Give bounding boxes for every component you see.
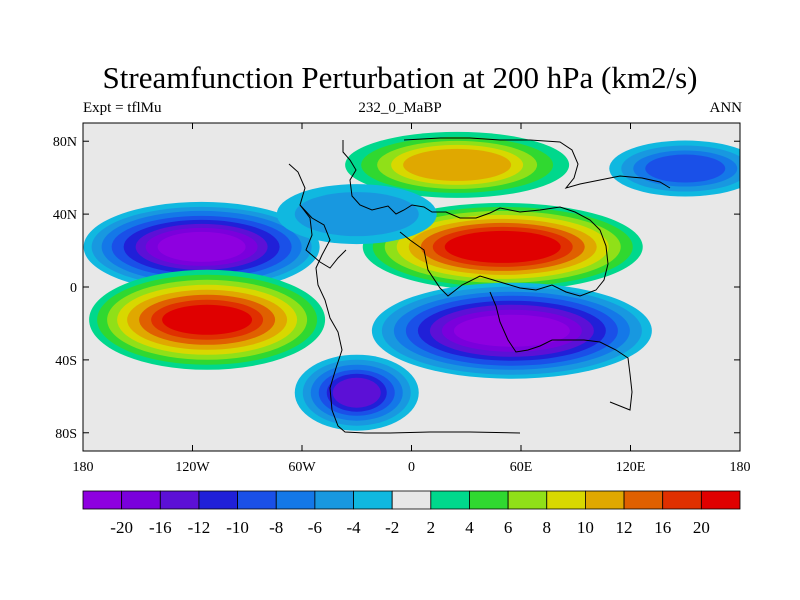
contour-band	[645, 154, 726, 183]
colorbar-box	[353, 490, 393, 510]
colorbar-label: -4	[346, 518, 361, 537]
colorbar-box	[314, 490, 354, 510]
contour-band	[162, 304, 253, 335]
colorbar: -20 -16 -12 -10 -8 -6 -4 -2 2 4 6 8 10 12 16 20	[82, 490, 741, 537]
x-tick-label: 60E	[510, 460, 533, 475]
colorbar-box	[507, 490, 548, 510]
colorbar-label: 12	[616, 518, 633, 537]
colorbar-label: 2	[427, 518, 436, 537]
x-tick-label: 120W	[175, 460, 210, 475]
colorbar-label: -12	[188, 518, 211, 537]
y-tick-label: 0	[70, 281, 77, 296]
x-axis: 180 120W 60W 0 60E 120E 180	[73, 123, 751, 475]
colorbar-box	[82, 490, 123, 510]
colorbar-label: 20	[693, 518, 710, 537]
season-label: ANN	[709, 100, 743, 116]
coastline-americas	[288, 163, 521, 434]
colorbar-label: -8	[269, 518, 283, 537]
coastline-north-america	[299, 204, 347, 269]
contour-band	[403, 148, 512, 181]
colorbar-box	[623, 490, 664, 510]
map-title: Streamfunction Perturbation at 200 hPa (…	[102, 60, 698, 95]
colorbar-box	[700, 490, 741, 510]
contour-band	[453, 314, 570, 347]
colorbar-box	[469, 490, 509, 510]
colorbar-box	[662, 490, 702, 510]
colorbar-box	[391, 490, 432, 510]
colorbar-box	[159, 490, 200, 510]
colorbar-label: 8	[543, 518, 552, 537]
coastline	[288, 137, 671, 434]
run-label: 232_0_MaBP	[358, 100, 442, 116]
y-tick-label: 40N	[53, 208, 77, 223]
y-tick-label: 40S	[55, 354, 77, 369]
colorbar-label: 16	[654, 518, 671, 537]
colorbar-label: -16	[149, 518, 172, 537]
x-tick-label: 180	[73, 460, 94, 475]
colorbar-label: -2	[385, 518, 399, 537]
colorbar-box	[121, 490, 161, 510]
colorbar-box	[237, 490, 277, 510]
colorbar-label: 10	[577, 518, 594, 537]
colorbar-box	[198, 490, 238, 510]
colorbar-label: -6	[308, 518, 322, 537]
colorbar-label: 4	[465, 518, 474, 537]
y-axis: 80N 40N 0 40S 80S	[53, 135, 740, 442]
experiment-label: Expt = tflMu	[83, 100, 162, 116]
x-tick-label: 60W	[288, 460, 316, 475]
coastline-africa-india	[489, 291, 633, 411]
x-tick-label: 120E	[616, 460, 646, 475]
colorbar-label: -20	[110, 518, 133, 537]
contour-band	[294, 192, 419, 237]
contour-band	[332, 377, 381, 408]
y-tick-label: 80N	[53, 135, 77, 150]
colorbar-label: 6	[504, 518, 513, 537]
contour-band	[444, 230, 561, 263]
colorbar-label: -10	[226, 518, 249, 537]
y-tick-label: 80S	[55, 427, 77, 442]
x-tick-label: 180	[730, 460, 751, 475]
colorbar-box	[275, 490, 316, 510]
colorbar-box	[546, 490, 586, 510]
x-tick-label: 0	[408, 460, 415, 475]
contour-field	[83, 123, 740, 451]
colorbar-box	[430, 490, 470, 510]
colorbar-box	[585, 490, 625, 510]
coastline-arctic	[403, 137, 671, 189]
coastline-europe-asia	[342, 140, 609, 297]
contour-features	[83, 131, 740, 431]
contour-band	[157, 231, 246, 262]
